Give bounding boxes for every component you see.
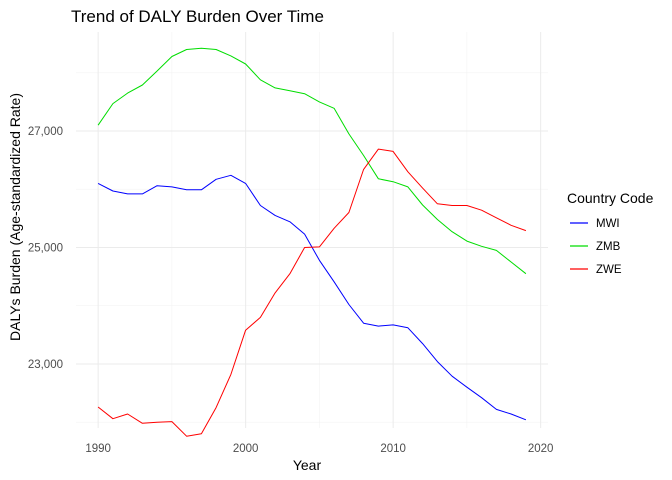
legend: Country Code MWI ZMB ZWE <box>567 190 654 276</box>
legend-label-mwi: MWI <box>596 218 620 230</box>
series-line-mwi <box>97 174 527 421</box>
x-tick-label: 2020 <box>528 443 554 455</box>
y-axis-ticks: 23,000 25,000 27,000 <box>28 126 63 371</box>
series-line-zwe <box>97 148 527 437</box>
chart-title: Trend of DALY Burden Over Time <box>71 7 324 26</box>
plot-series <box>97 47 527 437</box>
x-axis-ticks: 1990 2000 2010 2020 <box>85 443 553 455</box>
legend-label-zwe: ZWE <box>596 264 622 276</box>
legend-title: Country Code <box>567 190 654 206</box>
x-tick-label: 1990 <box>85 443 111 455</box>
plot-grid <box>76 32 548 428</box>
y-tick-label: 27,000 <box>28 126 63 138</box>
y-tick-label: 23,000 <box>28 359 63 371</box>
series-line-zmb <box>97 47 527 275</box>
x-tick-label: 2010 <box>380 443 406 455</box>
y-axis-label: DALYs Burden (Age-standardized Rate) <box>7 93 23 341</box>
x-axis-label: Year <box>293 457 322 473</box>
x-tick-label: 2000 <box>233 443 259 455</box>
y-tick-label: 25,000 <box>28 242 63 254</box>
legend-label-zmb: ZMB <box>596 241 621 253</box>
